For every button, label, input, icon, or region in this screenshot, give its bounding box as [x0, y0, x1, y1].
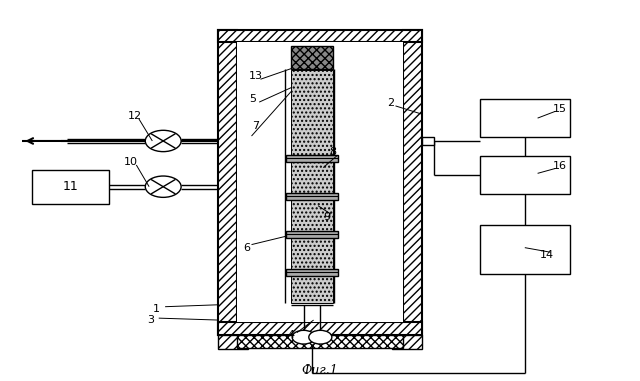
- Text: 5: 5: [250, 94, 256, 104]
- Bar: [237, 335, 403, 348]
- Bar: [291, 46, 333, 69]
- Text: 16: 16: [553, 161, 567, 171]
- Text: 13: 13: [249, 71, 263, 81]
- Text: 14: 14: [540, 250, 554, 260]
- Text: 3: 3: [147, 315, 154, 325]
- Bar: [309, 330, 332, 344]
- Bar: [218, 30, 422, 42]
- Circle shape: [145, 176, 181, 197]
- Text: 6: 6: [243, 243, 250, 253]
- Bar: [480, 156, 570, 194]
- Text: 1: 1: [154, 304, 160, 314]
- Text: 10: 10: [124, 157, 138, 167]
- Bar: [292, 330, 315, 344]
- Bar: [291, 234, 333, 272]
- Circle shape: [292, 330, 316, 344]
- Bar: [291, 272, 333, 303]
- Bar: [291, 196, 333, 234]
- Bar: [218, 335, 248, 349]
- Bar: [291, 158, 333, 196]
- Bar: [422, 137, 434, 145]
- Text: 15: 15: [553, 104, 567, 114]
- Circle shape: [309, 330, 332, 344]
- Bar: [286, 231, 338, 238]
- Bar: [480, 99, 570, 137]
- Bar: [286, 155, 338, 162]
- Text: 4: 4: [287, 330, 295, 340]
- Bar: [218, 322, 422, 335]
- Text: 8: 8: [329, 147, 337, 157]
- Text: 12: 12: [127, 111, 141, 121]
- Bar: [237, 42, 403, 322]
- Bar: [218, 30, 237, 335]
- Bar: [480, 225, 570, 274]
- Text: 9: 9: [323, 212, 330, 222]
- Bar: [291, 70, 333, 158]
- Bar: [392, 335, 422, 349]
- Bar: [286, 269, 338, 276]
- Text: 11: 11: [63, 180, 78, 193]
- Bar: [403, 30, 422, 335]
- Bar: [32, 170, 109, 204]
- Text: Фиг.1: Фиг.1: [301, 364, 339, 377]
- Circle shape: [145, 130, 181, 152]
- Bar: [286, 193, 338, 200]
- Text: 2: 2: [387, 98, 394, 108]
- Text: 7: 7: [252, 121, 260, 131]
